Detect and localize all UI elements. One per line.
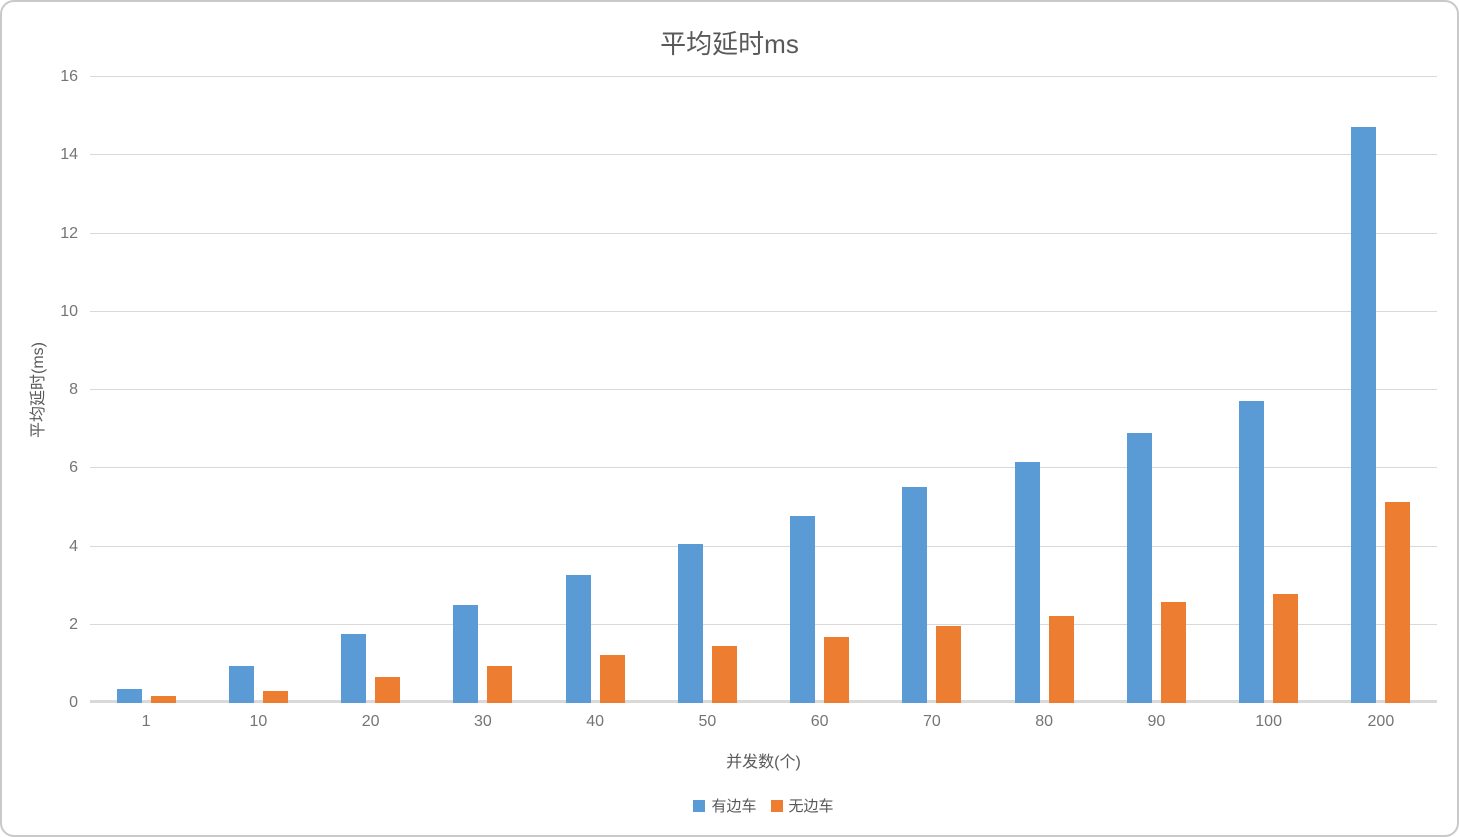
legend-swatch-icon bbox=[770, 799, 783, 812]
legend-label: 无边车 bbox=[788, 798, 834, 815]
x-tick-label: 20 bbox=[361, 713, 380, 730]
bar-group-10 bbox=[202, 77, 314, 703]
bar-series1-cat30 bbox=[487, 665, 513, 703]
bar-series1-cat80 bbox=[1048, 615, 1074, 703]
y-tick-label: 0 bbox=[69, 694, 78, 711]
x-tick-label: 70 bbox=[922, 713, 941, 730]
bar-series1-cat50 bbox=[711, 646, 737, 703]
bar-series1-cat100 bbox=[1273, 594, 1299, 703]
x-tick-label: 90 bbox=[1147, 713, 1166, 730]
bar-series0-cat50 bbox=[677, 543, 703, 703]
gridline bbox=[90, 389, 1437, 390]
bar-group-30 bbox=[427, 77, 539, 703]
bar-group-200 bbox=[1325, 77, 1437, 703]
gridline bbox=[90, 76, 1437, 77]
y-tick-label: 14 bbox=[60, 146, 78, 164]
bar-series1-cat10 bbox=[262, 690, 288, 703]
bar-groups bbox=[90, 77, 1437, 703]
gridline bbox=[90, 232, 1437, 234]
y-tick-label: 4 bbox=[69, 537, 78, 555]
x-tick-label: 40 bbox=[586, 713, 605, 730]
legend-label: 有边车 bbox=[711, 798, 757, 815]
bar-series0-cat70 bbox=[902, 487, 928, 703]
y-tick-label: 16 bbox=[60, 68, 78, 85]
bar-series1-cat90 bbox=[1160, 602, 1186, 703]
bar-group-70 bbox=[876, 77, 988, 703]
gridline bbox=[90, 623, 1437, 625]
y-tick-label: 12 bbox=[60, 224, 78, 242]
x-axis-title: 并发数(个) bbox=[726, 754, 801, 771]
legend-swatch-icon bbox=[693, 799, 706, 812]
bar-group-20 bbox=[315, 77, 427, 703]
legend: 有边车 无边车 bbox=[90, 795, 1437, 816]
y-tick-label: 8 bbox=[69, 381, 78, 398]
bar-series1-cat1 bbox=[150, 696, 176, 703]
bar-group-60 bbox=[764, 77, 876, 703]
y-tick-label: 6 bbox=[69, 459, 78, 477]
bar-group-80 bbox=[988, 77, 1100, 703]
bar-group-90 bbox=[1100, 77, 1212, 703]
bar-group-50 bbox=[651, 77, 763, 703]
x-tick-label: 30 bbox=[473, 713, 492, 730]
bar-series0-cat10 bbox=[228, 665, 254, 703]
bar-series0-cat100 bbox=[1239, 400, 1265, 703]
x-tick-label: 100 bbox=[1255, 713, 1282, 730]
x-tick-label: 50 bbox=[698, 713, 717, 730]
bar-series0-cat20 bbox=[341, 633, 367, 703]
gridline bbox=[90, 467, 1437, 469]
x-tick-label: 60 bbox=[810, 713, 829, 730]
bar-series0-cat40 bbox=[565, 574, 591, 703]
bar-series0-cat200 bbox=[1351, 127, 1377, 703]
y-tick-label: 2 bbox=[69, 615, 78, 633]
bar-series0-cat90 bbox=[1126, 433, 1152, 703]
x-tick-label: 1 bbox=[141, 713, 151, 730]
y-tick-label: 10 bbox=[60, 302, 78, 320]
bar-series0-cat1 bbox=[116, 688, 142, 703]
bar-series1-cat20 bbox=[375, 676, 401, 703]
bar-series1-cat40 bbox=[599, 655, 625, 703]
plot-area bbox=[90, 76, 1437, 703]
x-tick-label: 200 bbox=[1367, 713, 1395, 730]
gridline bbox=[90, 310, 1437, 312]
bar-group-40 bbox=[539, 77, 651, 703]
x-tick-labels: 1 10 20 30 40 50 60 70 80 90 100 200 bbox=[90, 713, 1437, 731]
legend-item-0: 有边车 bbox=[693, 795, 757, 816]
bar-series0-cat60 bbox=[790, 516, 816, 703]
bar-group-1 bbox=[90, 77, 202, 703]
x-tick-label: 10 bbox=[249, 713, 268, 730]
chart-title: 平均延时ms bbox=[660, 29, 799, 59]
gridline bbox=[90, 545, 1437, 547]
bar-series1-cat60 bbox=[824, 637, 850, 703]
bar-series1-cat70 bbox=[936, 625, 962, 703]
bar-series0-cat80 bbox=[1014, 461, 1040, 703]
bar-series0-cat30 bbox=[453, 605, 479, 703]
x-axis-line bbox=[90, 700, 1437, 703]
gridline bbox=[90, 154, 1437, 156]
y-tick-labels: 0 2 4 6 8 10 12 14 16 bbox=[2, 68, 78, 711]
legend-item-1: 无边车 bbox=[770, 795, 834, 816]
x-tick-label: 80 bbox=[1035, 713, 1054, 730]
bar-group-100 bbox=[1213, 77, 1325, 703]
bar-series1-cat200 bbox=[1385, 502, 1411, 703]
